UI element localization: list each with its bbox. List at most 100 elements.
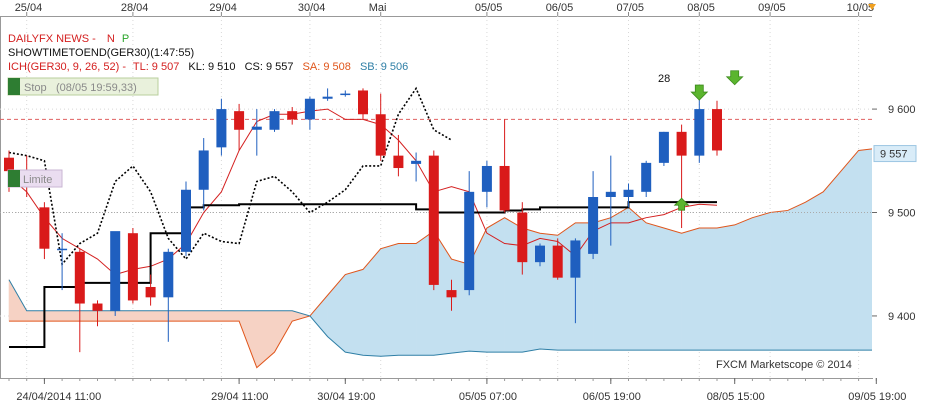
candle-body (393, 155, 404, 169)
top-time-label: 08/05 (687, 2, 715, 14)
top-axis-bg (0, 0, 872, 16)
signal-arrow-icon[interactable] (673, 197, 690, 211)
candle-body (163, 251, 174, 298)
candle-body (198, 150, 209, 190)
candle[interactable] (110, 231, 121, 316)
candle[interactable] (57, 233, 68, 291)
ichimoku-legend: ICH(GER30, 9, 26, 52) - TL: 9 507 KL: 9 … (8, 61, 408, 73)
candle-body (658, 131, 669, 163)
cloud-segment (822, 170, 842, 351)
cloud-segment (769, 210, 789, 351)
news-p-toggle[interactable]: P (122, 33, 129, 45)
candle[interactable] (145, 274, 156, 306)
candle-body (552, 245, 563, 278)
top-time-label: 30/04 (298, 2, 326, 14)
candle[interactable] (375, 93, 386, 161)
candle[interactable] (198, 138, 209, 211)
candle-body (216, 109, 227, 148)
candle[interactable] (517, 202, 528, 275)
news-n-toggle[interactable]: N (107, 33, 115, 45)
candle-body (127, 233, 138, 301)
top-time-label: 25/04 (15, 2, 43, 14)
candle[interactable] (127, 228, 138, 304)
candle-body (428, 155, 439, 285)
candle[interactable] (676, 124, 687, 229)
bottom-time-label: 05/05 07:00 (459, 391, 517, 403)
candle-body (74, 251, 85, 304)
candle[interactable] (340, 90, 351, 97)
candle[interactable] (322, 88, 333, 101)
candle-body (181, 189, 191, 252)
cloud-segment (150, 310, 169, 322)
chikou-span-line (8, 86, 452, 267)
cloud-segment (610, 206, 629, 351)
candle[interactable] (481, 160, 492, 208)
stop-time: (08/05 19:59,33) (56, 82, 137, 94)
candle-body (145, 286, 156, 298)
candle[interactable] (535, 243, 545, 267)
candle[interactable] (623, 183, 634, 208)
signal-arrow-icon[interactable] (690, 84, 709, 101)
candle[interactable] (39, 202, 50, 260)
cloud-segment (221, 310, 240, 322)
candle[interactable] (287, 107, 298, 125)
candle-body (535, 245, 545, 263)
candle[interactable] (588, 171, 599, 260)
limit-label: Limite (23, 174, 52, 186)
candle[interactable] (712, 100, 722, 156)
candle-body (605, 191, 616, 197)
candle[interactable] (428, 150, 439, 291)
cloud-segment (132, 310, 151, 322)
cloud-segment (645, 222, 665, 351)
candle[interactable] (641, 160, 652, 197)
candle[interactable] (499, 119, 510, 213)
candle-body (92, 303, 103, 311)
candle-body (570, 240, 581, 278)
candle[interactable] (393, 134, 404, 177)
candle-body (694, 109, 705, 156)
candle[interactable] (446, 279, 457, 311)
price-tick-label: 9 600 (888, 104, 916, 116)
candle[interactable] (234, 103, 245, 151)
time-marker-icon (868, 4, 876, 10)
cloud-segment (44, 310, 63, 322)
candle[interactable] (358, 88, 368, 120)
signal-arrow-icon[interactable] (725, 70, 744, 86)
top-time-label: 09/05 (758, 2, 786, 14)
candle[interactable] (163, 248, 174, 342)
cloud-segment (380, 243, 399, 357)
candle-body (251, 126, 262, 130)
candle[interactable] (411, 152, 422, 182)
cloud-segment (840, 149, 859, 351)
candle[interactable] (181, 181, 191, 256)
candle-body (623, 189, 634, 197)
price-axis: 9 400 9 500 9 600 9 557 (872, 16, 944, 378)
candle-body (411, 160, 422, 164)
candle[interactable] (269, 109, 280, 132)
top-time-label: Mai (369, 2, 387, 14)
candle[interactable] (251, 109, 262, 156)
candle-body (464, 191, 475, 291)
cloud-segment (698, 227, 718, 351)
candle[interactable] (92, 300, 103, 327)
candle[interactable] (552, 238, 563, 280)
kijun-sen-line (9, 201, 717, 348)
candle[interactable] (570, 238, 581, 324)
stop-order-tag[interactable]: Stop (08/05 19:59,33) (7, 77, 159, 96)
candle[interactable] (694, 88, 705, 163)
candle[interactable] (216, 98, 227, 156)
candle[interactable] (658, 131, 669, 166)
cloud-segment (61, 310, 81, 322)
top-time-label: 10/05 (847, 2, 875, 14)
limit-order-tag[interactable]: Limite (7, 169, 63, 188)
cloud-segment (663, 227, 682, 351)
candle[interactable] (464, 171, 475, 296)
bottom-time-label: 08/05 15:00 (707, 391, 765, 403)
candle-body (481, 165, 492, 192)
candle[interactable] (605, 155, 616, 246)
candle-body (4, 157, 14, 172)
candle[interactable] (304, 96, 315, 130)
watermark: FXCM Marketscope © 2014 (716, 359, 852, 371)
candle[interactable] (74, 248, 85, 353)
